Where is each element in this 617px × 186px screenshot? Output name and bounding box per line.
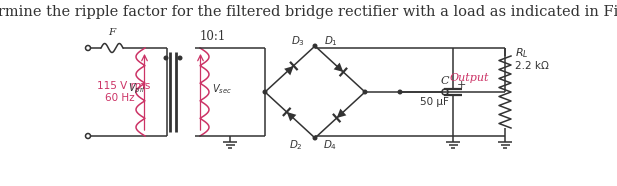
Text: +: + [457, 80, 466, 90]
Circle shape [363, 89, 368, 94]
Text: Determine the ripple factor for the filtered bridge rectifier with a load as ind: Determine the ripple factor for the filt… [0, 5, 617, 19]
Text: F: F [109, 28, 115, 37]
Circle shape [178, 55, 183, 60]
Circle shape [164, 55, 168, 60]
Text: $V_{pri}$: $V_{pri}$ [128, 82, 146, 96]
Circle shape [262, 89, 268, 94]
Text: 10:1: 10:1 [200, 30, 226, 43]
Text: $R_L$: $R_L$ [515, 46, 529, 60]
Circle shape [397, 89, 402, 94]
Polygon shape [287, 112, 296, 121]
Text: $D_3$: $D_3$ [291, 34, 305, 48]
Text: 60 Hz: 60 Hz [105, 93, 135, 103]
Text: $D_1$: $D_1$ [324, 34, 338, 48]
Text: 115 V rms: 115 V rms [97, 81, 151, 91]
Text: Output: Output [450, 73, 489, 83]
Circle shape [312, 135, 318, 140]
Text: $D_2$: $D_2$ [289, 138, 303, 152]
Text: $D_4$: $D_4$ [323, 138, 337, 152]
Text: C: C [441, 76, 449, 86]
Polygon shape [284, 66, 294, 75]
Polygon shape [337, 109, 346, 118]
Text: 2.2 kΩ: 2.2 kΩ [515, 61, 549, 71]
Circle shape [312, 44, 318, 49]
Text: 50 μF: 50 μF [420, 97, 449, 107]
Text: $V_{sec}$: $V_{sec}$ [212, 82, 232, 96]
Polygon shape [334, 63, 343, 72]
